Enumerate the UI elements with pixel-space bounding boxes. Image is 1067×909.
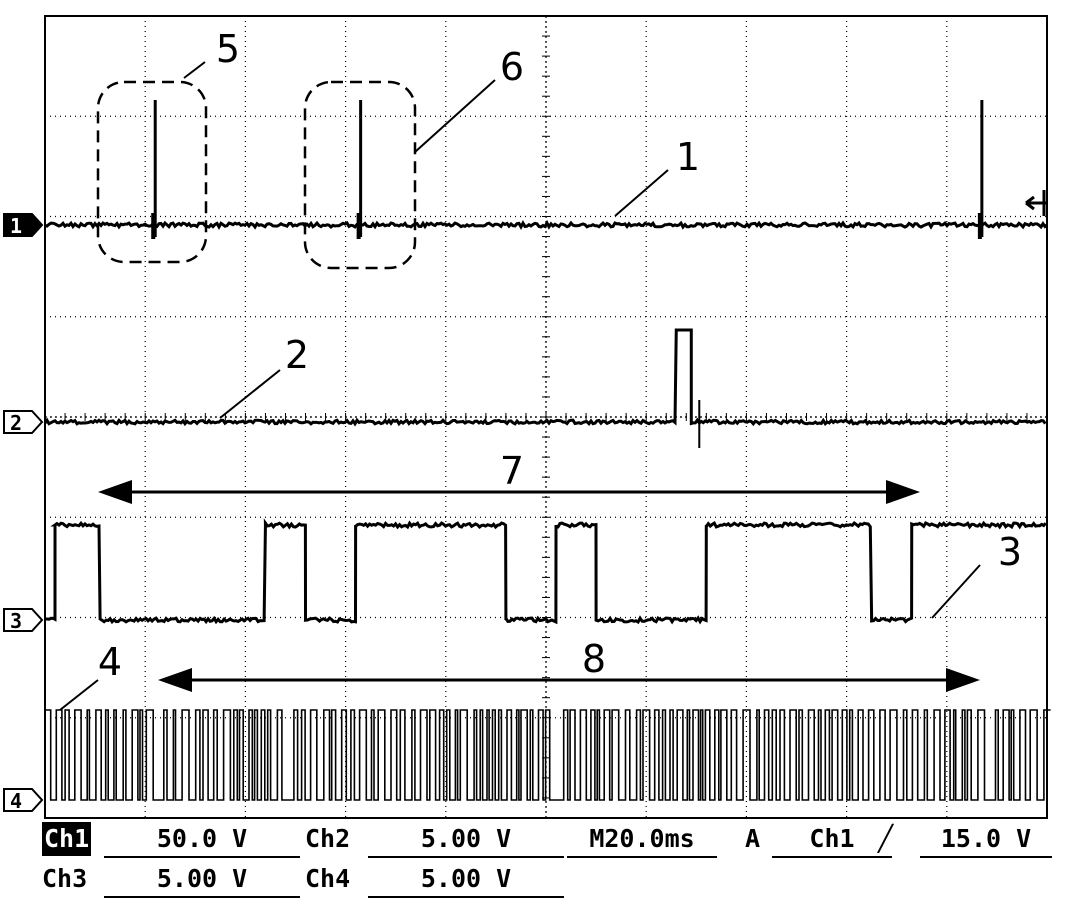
channel-marker-1: 1 bbox=[4, 214, 42, 238]
channel-marker-label: 3 bbox=[10, 609, 22, 633]
annotation-label: 3 bbox=[998, 530, 1022, 574]
ch2-scale: 5.00 V bbox=[368, 822, 564, 858]
trace-3 bbox=[45, 523, 1046, 622]
ch3-scale: 5.00 V bbox=[104, 862, 300, 898]
annotation-leader bbox=[220, 370, 280, 418]
trigger-mode: A bbox=[745, 822, 760, 856]
channel-marker-label: 2 bbox=[10, 411, 22, 435]
annotation-label: 1 bbox=[676, 135, 700, 179]
annotation-label: 2 bbox=[285, 333, 309, 377]
span-arrow-8 bbox=[158, 668, 980, 692]
ch1-scale: 50.0 V bbox=[104, 822, 300, 858]
annotation-label: 8 bbox=[582, 637, 606, 681]
channel-marker-3: 3 bbox=[4, 609, 42, 633]
annotation-leader bbox=[184, 62, 205, 78]
annotation-label: 4 bbox=[98, 640, 122, 684]
annotation-leader bbox=[415, 80, 495, 152]
trigger-level: 15.0 V bbox=[920, 822, 1052, 858]
channel-marker-2: 2 bbox=[4, 411, 42, 435]
ch4-scale: 5.00 V bbox=[368, 862, 564, 898]
ch1-label: Ch1 bbox=[42, 822, 91, 856]
trigger-slope-icon: ╱ bbox=[878, 822, 893, 856]
annotation-label: 6 bbox=[500, 45, 524, 89]
channel-marker-4: 4 bbox=[4, 789, 42, 813]
trace-4 bbox=[45, 710, 1051, 800]
annotation-label: 5 bbox=[216, 27, 240, 71]
ch4-label: Ch4 bbox=[305, 862, 350, 896]
annotation-leader bbox=[60, 680, 98, 710]
channel-marker-label: 1 bbox=[10, 214, 22, 238]
ch2-label: Ch2 bbox=[305, 822, 350, 856]
annotation-leader bbox=[932, 565, 980, 618]
ch3-label: Ch3 bbox=[42, 862, 87, 896]
annotation-leader bbox=[615, 170, 668, 216]
trigger-source: Ch1 bbox=[772, 822, 892, 858]
channel-marker-label: 4 bbox=[10, 789, 22, 813]
annotation-label: 7 bbox=[500, 449, 524, 493]
trace-1 bbox=[45, 223, 1047, 227]
timebase: M20.0ms bbox=[567, 822, 717, 858]
